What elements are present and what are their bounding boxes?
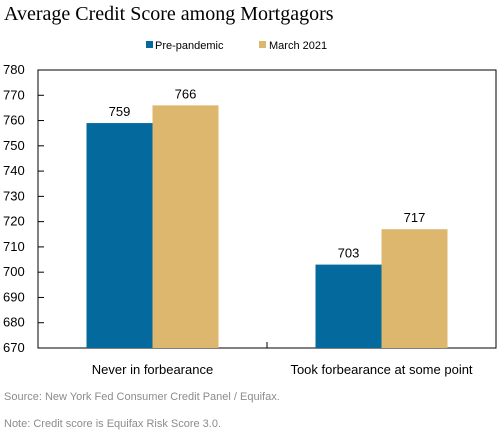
y-tick-label: 720	[3, 214, 25, 229]
y-tick-label: 690	[3, 289, 25, 304]
data-label: 759	[109, 104, 131, 119]
y-tick-label: 740	[3, 163, 25, 178]
bars	[86, 105, 448, 348]
x-axis: Never in forbearance Took forbearance at …	[92, 342, 473, 377]
legend-swatch-pre-pandemic	[146, 41, 153, 48]
y-tick-label: 770	[3, 87, 25, 102]
y-tick-label: 760	[3, 113, 25, 128]
y-tick-label: 780	[3, 62, 25, 77]
bar	[152, 105, 219, 348]
y-tick-label: 680	[3, 315, 25, 330]
y-tick-label: 670	[3, 340, 25, 355]
legend-label-march-2021: March 2021	[269, 40, 327, 52]
source-note: Source: New York Fed Consumer Credit Pan…	[4, 391, 280, 403]
data-label: 717	[404, 210, 426, 225]
y-tick-label: 700	[3, 264, 25, 279]
data-label: 766	[175, 86, 197, 101]
y-tick-label: 750	[3, 138, 25, 153]
legend-swatch-march-2021	[259, 41, 266, 48]
x-tick-label: Took forbearance at some point	[290, 362, 472, 377]
y-tick-label: 710	[3, 239, 25, 254]
data-label: 703	[338, 246, 360, 261]
footnote: Note: Credit score is Equifax Risk Score…	[4, 418, 222, 430]
bar	[381, 229, 448, 348]
legend-label-pre-pandemic: Pre-pandemic	[155, 40, 224, 52]
y-tick-label: 730	[3, 188, 25, 203]
bar	[315, 264, 382, 348]
data-labels: 759 766 703 717	[109, 86, 426, 260]
bar	[86, 123, 153, 348]
x-tick-label: Never in forbearance	[92, 362, 213, 377]
chart-title: Average Credit Score among Mortgagors	[4, 3, 334, 25]
y-axis: 670 680 690 700 710 720 730 740 750 760 770 780	[3, 62, 44, 355]
legend: Pre-pandemic March 2021	[146, 40, 327, 52]
